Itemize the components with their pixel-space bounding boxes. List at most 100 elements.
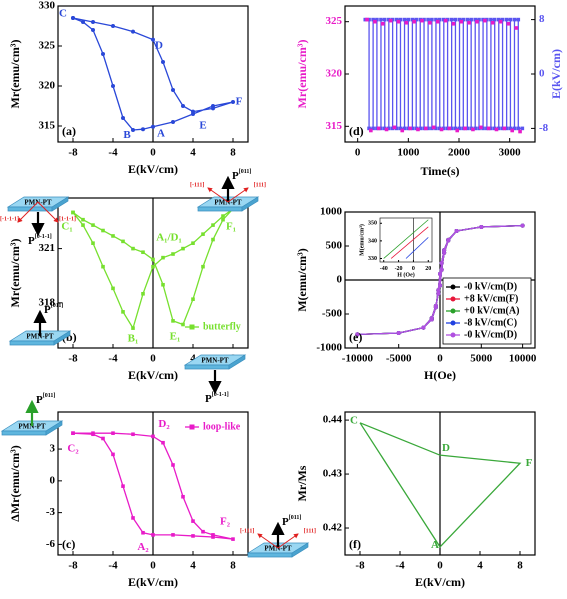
x-tick-label: 20 <box>425 266 431 272</box>
direction-label: [111] <box>304 528 316 534</box>
y-tick-label: 0 <box>337 274 343 286</box>
annotation: A <box>431 539 439 551</box>
marker <box>449 17 454 22</box>
y-tick-label: 320 <box>39 80 56 92</box>
marker <box>412 19 416 24</box>
slab-front <box>9 340 55 346</box>
marker <box>402 126 407 131</box>
marker <box>151 257 155 262</box>
polarization-symbol: P <box>282 516 289 528</box>
x-tick-label: 4 <box>477 559 483 571</box>
marker <box>520 126 525 131</box>
annotation: C <box>59 8 67 20</box>
marker <box>81 20 85 24</box>
marker <box>171 319 175 323</box>
marker <box>473 17 478 22</box>
direction-arrow <box>277 533 299 549</box>
annotation: E <box>199 120 206 132</box>
marker <box>191 297 195 302</box>
annotation: F₂ <box>220 516 231 528</box>
marker <box>439 261 444 265</box>
marker <box>442 126 446 131</box>
marker <box>486 126 491 131</box>
marker <box>394 17 399 22</box>
marker <box>402 17 407 22</box>
slab-side <box>45 420 63 436</box>
y-axis-label: M(emu/cm³) <box>358 224 365 256</box>
marker <box>141 530 145 535</box>
marker <box>191 241 195 245</box>
annotation: D <box>155 40 163 52</box>
polarization-label: P[0-1-1] <box>205 392 229 404</box>
marker <box>111 286 115 291</box>
direction-arrow <box>207 187 229 203</box>
marker <box>101 52 105 56</box>
marker <box>431 125 436 130</box>
legend-marker <box>450 308 456 314</box>
legend-label: loop-like <box>203 421 241 432</box>
slab-front <box>247 552 293 558</box>
marker <box>408 126 412 131</box>
annotation: D₂ <box>158 418 170 430</box>
marker <box>406 17 411 22</box>
panel: -8-4048318321C₁A₁/D₁B₁E₁F₁E(kV/cm)Mr(emu… <box>8 197 249 382</box>
marker <box>426 17 430 22</box>
marker <box>400 128 405 133</box>
x-tick-label: 8 <box>230 559 236 571</box>
marker <box>500 17 505 22</box>
marker <box>367 126 371 131</box>
marker <box>434 17 438 22</box>
slab-label: PMN-PT <box>264 545 292 553</box>
marker <box>457 126 462 131</box>
marker <box>71 16 75 20</box>
marker <box>457 17 462 22</box>
y-axis-label: Mr/Ms <box>295 465 309 501</box>
x-tick-label: -40 <box>380 266 388 272</box>
marker <box>496 17 501 22</box>
slab-label: PMN-PT <box>214 199 242 207</box>
marker <box>398 17 403 22</box>
y-tick-label: 325 <box>39 40 56 52</box>
polarization-symbol: P <box>232 170 239 182</box>
marker <box>191 519 195 523</box>
marker <box>471 127 475 132</box>
direction-arrow <box>257 533 279 549</box>
annotation: C₂ <box>67 443 79 455</box>
marker <box>365 17 369 22</box>
polarization-symbol: P <box>28 235 35 247</box>
series-line <box>359 422 522 548</box>
legend-marker <box>450 296 456 302</box>
marker <box>492 17 497 22</box>
marker <box>436 291 441 296</box>
polarization-label: P[011] <box>44 303 63 315</box>
marker <box>451 21 456 26</box>
marker <box>396 331 401 336</box>
marker <box>512 17 517 22</box>
legend-marker <box>450 284 456 290</box>
marker <box>191 112 195 116</box>
panel-label: (d) <box>349 124 364 138</box>
x-tick-label: 0 <box>412 266 415 272</box>
polarization-index: [011] <box>239 169 252 175</box>
marker <box>434 126 438 131</box>
direction-label: [1-1-1] <box>59 216 76 222</box>
marker <box>447 126 452 131</box>
slab-label: PMN-PT <box>18 423 46 431</box>
x-tick-label: 0 <box>355 146 361 158</box>
schematic: PMN-PT P[0-1-1] <box>183 354 247 405</box>
x-tick-label: 4 <box>190 559 196 571</box>
marker <box>211 104 215 108</box>
legend-label: +8 kV/cm(F) <box>464 293 518 304</box>
x-tick-label: -8 <box>355 559 365 571</box>
marker <box>111 24 115 28</box>
y-axis-label: Mr(emu/cm³) <box>8 40 22 109</box>
y-tick-label: 330 <box>368 256 377 262</box>
y-tick-label: -3 <box>46 506 56 518</box>
marker <box>514 26 519 30</box>
y2-axis-label: E(kV/cm) <box>549 49 563 99</box>
marker <box>489 17 493 22</box>
marker <box>201 264 205 269</box>
